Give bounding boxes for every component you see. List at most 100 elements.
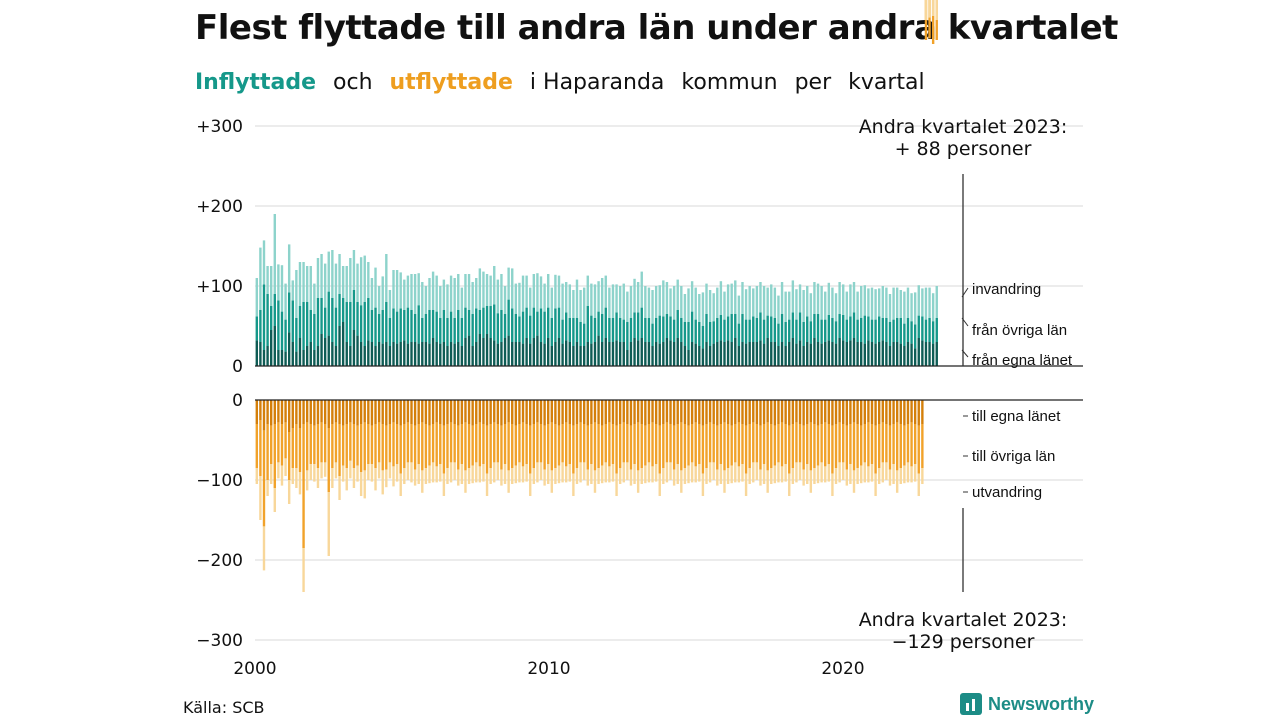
bar-in-egna [910, 343, 913, 366]
bar-in-invandring [611, 284, 615, 318]
bar-in-ovriga [521, 311, 525, 344]
bar-in-invandring [806, 286, 809, 317]
bar-out-utvandring [694, 466, 697, 483]
bar-out-utvandring [464, 470, 467, 493]
bar-out-utvandring [431, 462, 435, 483]
bar-in-ovriga [813, 314, 816, 338]
bar-in-ovriga [262, 284, 266, 350]
bar-out-egna [313, 400, 316, 426]
bar-out-utvandring [770, 468, 773, 484]
bar-chart-icon [960, 693, 982, 715]
bar-out-ovriga [259, 420, 262, 476]
bar-in-invandring [662, 280, 665, 317]
bar-out-utvandring [647, 462, 651, 483]
bar-in-invandring [449, 275, 453, 312]
bar-in-egna [370, 342, 374, 366]
bar-in-invandring [500, 274, 503, 310]
bar-in-invandring [626, 291, 629, 322]
bar-in-invandring [784, 291, 787, 322]
bar-in-egna [442, 342, 446, 366]
bar-in-ovriga [309, 310, 312, 342]
bar-out-egna [726, 400, 730, 424]
bar-in-egna [773, 342, 777, 366]
bar-in-ovriga [435, 311, 438, 342]
bar-out-utvandring [622, 462, 625, 483]
bar-in-ovriga [611, 318, 615, 342]
bar-out-utvandring [349, 460, 352, 479]
bar-out-ovriga [320, 422, 323, 463]
bar-out-ovriga [842, 424, 845, 463]
bar-in-invandring [913, 292, 917, 325]
bar-out-utvandring [529, 473, 532, 496]
bar-out-ovriga [903, 425, 906, 466]
bar-out-utvandring [374, 468, 377, 491]
bar-out-ovriga [262, 430, 266, 527]
bar-out-ovriga [503, 424, 507, 464]
bar-out-utvandring [485, 473, 489, 496]
bar-in-invandring [460, 287, 464, 318]
bar-in-ovriga [744, 319, 748, 344]
bar-in-egna [766, 338, 769, 366]
bar-in-ovriga [345, 302, 348, 342]
bar-in-ovriga [842, 314, 845, 341]
bar-in-ovriga [899, 318, 902, 344]
bar-out-utvandring [874, 473, 877, 496]
bar-in-ovriga [791, 312, 795, 338]
bar-out-utvandring [842, 462, 845, 480]
bar-in-invandring [633, 278, 636, 313]
bar-in-invandring [309, 266, 312, 310]
bar-in-invandring [834, 293, 838, 322]
bar-in-invandring [629, 286, 633, 318]
bar-out-egna [302, 400, 305, 424]
bar-in-invandring [813, 282, 816, 314]
bar-out-egna [791, 400, 795, 424]
bar-in-invandring [395, 270, 399, 312]
bar-out-utvandring [885, 462, 888, 480]
bar-in-ovriga [377, 314, 381, 342]
bar-out-ovriga [367, 424, 370, 464]
bar-out-ovriga [543, 425, 546, 470]
bar-out-utvandring [608, 466, 611, 483]
bar-in-invandring [579, 290, 582, 322]
series-label-out: till övriga län [972, 448, 1055, 465]
bar-in-egna [665, 338, 669, 366]
bar-out-egna [881, 400, 884, 423]
bar-in-invandring [852, 282, 856, 313]
bar-in-ovriga [802, 322, 805, 346]
bar-out-egna [759, 400, 762, 426]
bar-out-egna [388, 400, 392, 424]
bar-out-egna [723, 400, 726, 423]
bar-in-ovriga [795, 319, 798, 344]
bar-out-egna [370, 400, 374, 426]
bar-in-invandring [586, 275, 589, 306]
bar-out-egna [399, 400, 402, 426]
bar-out-egna [561, 400, 564, 424]
bar-out-ovriga [644, 425, 647, 466]
bar-in-ovriga [928, 318, 931, 342]
bar-in-egna [683, 346, 687, 366]
bar-out-ovriga [798, 424, 802, 463]
bar-in-egna [277, 350, 280, 366]
bar-in-ovriga [917, 315, 920, 338]
bar-out-ovriga [475, 424, 478, 463]
bar-out-utvandring [701, 473, 705, 496]
bar-in-ovriga [773, 318, 777, 342]
bar-in-ovriga [424, 314, 428, 342]
bar-out-egna [291, 400, 294, 428]
bar-out-egna [795, 400, 798, 423]
bar-out-utvandring [600, 465, 604, 484]
bar-in-invandring [439, 286, 442, 318]
bar-in-invandring [895, 287, 899, 318]
bar-out-utvandring [744, 473, 748, 496]
bar-in-egna [482, 338, 485, 366]
subtitle-kvartal: kvartal [848, 70, 925, 95]
bar-in-ovriga [633, 312, 636, 338]
bar-in-ovriga [543, 311, 546, 344]
bar-out-utvandring [291, 468, 294, 484]
bar-out-egna [694, 400, 697, 423]
bar-out-egna [377, 400, 381, 423]
bar-in-ovriga [352, 290, 356, 330]
bar-in-invandring [511, 268, 514, 309]
x-tick-label: 2020 [821, 659, 864, 679]
bar-in-ovriga [806, 316, 809, 342]
